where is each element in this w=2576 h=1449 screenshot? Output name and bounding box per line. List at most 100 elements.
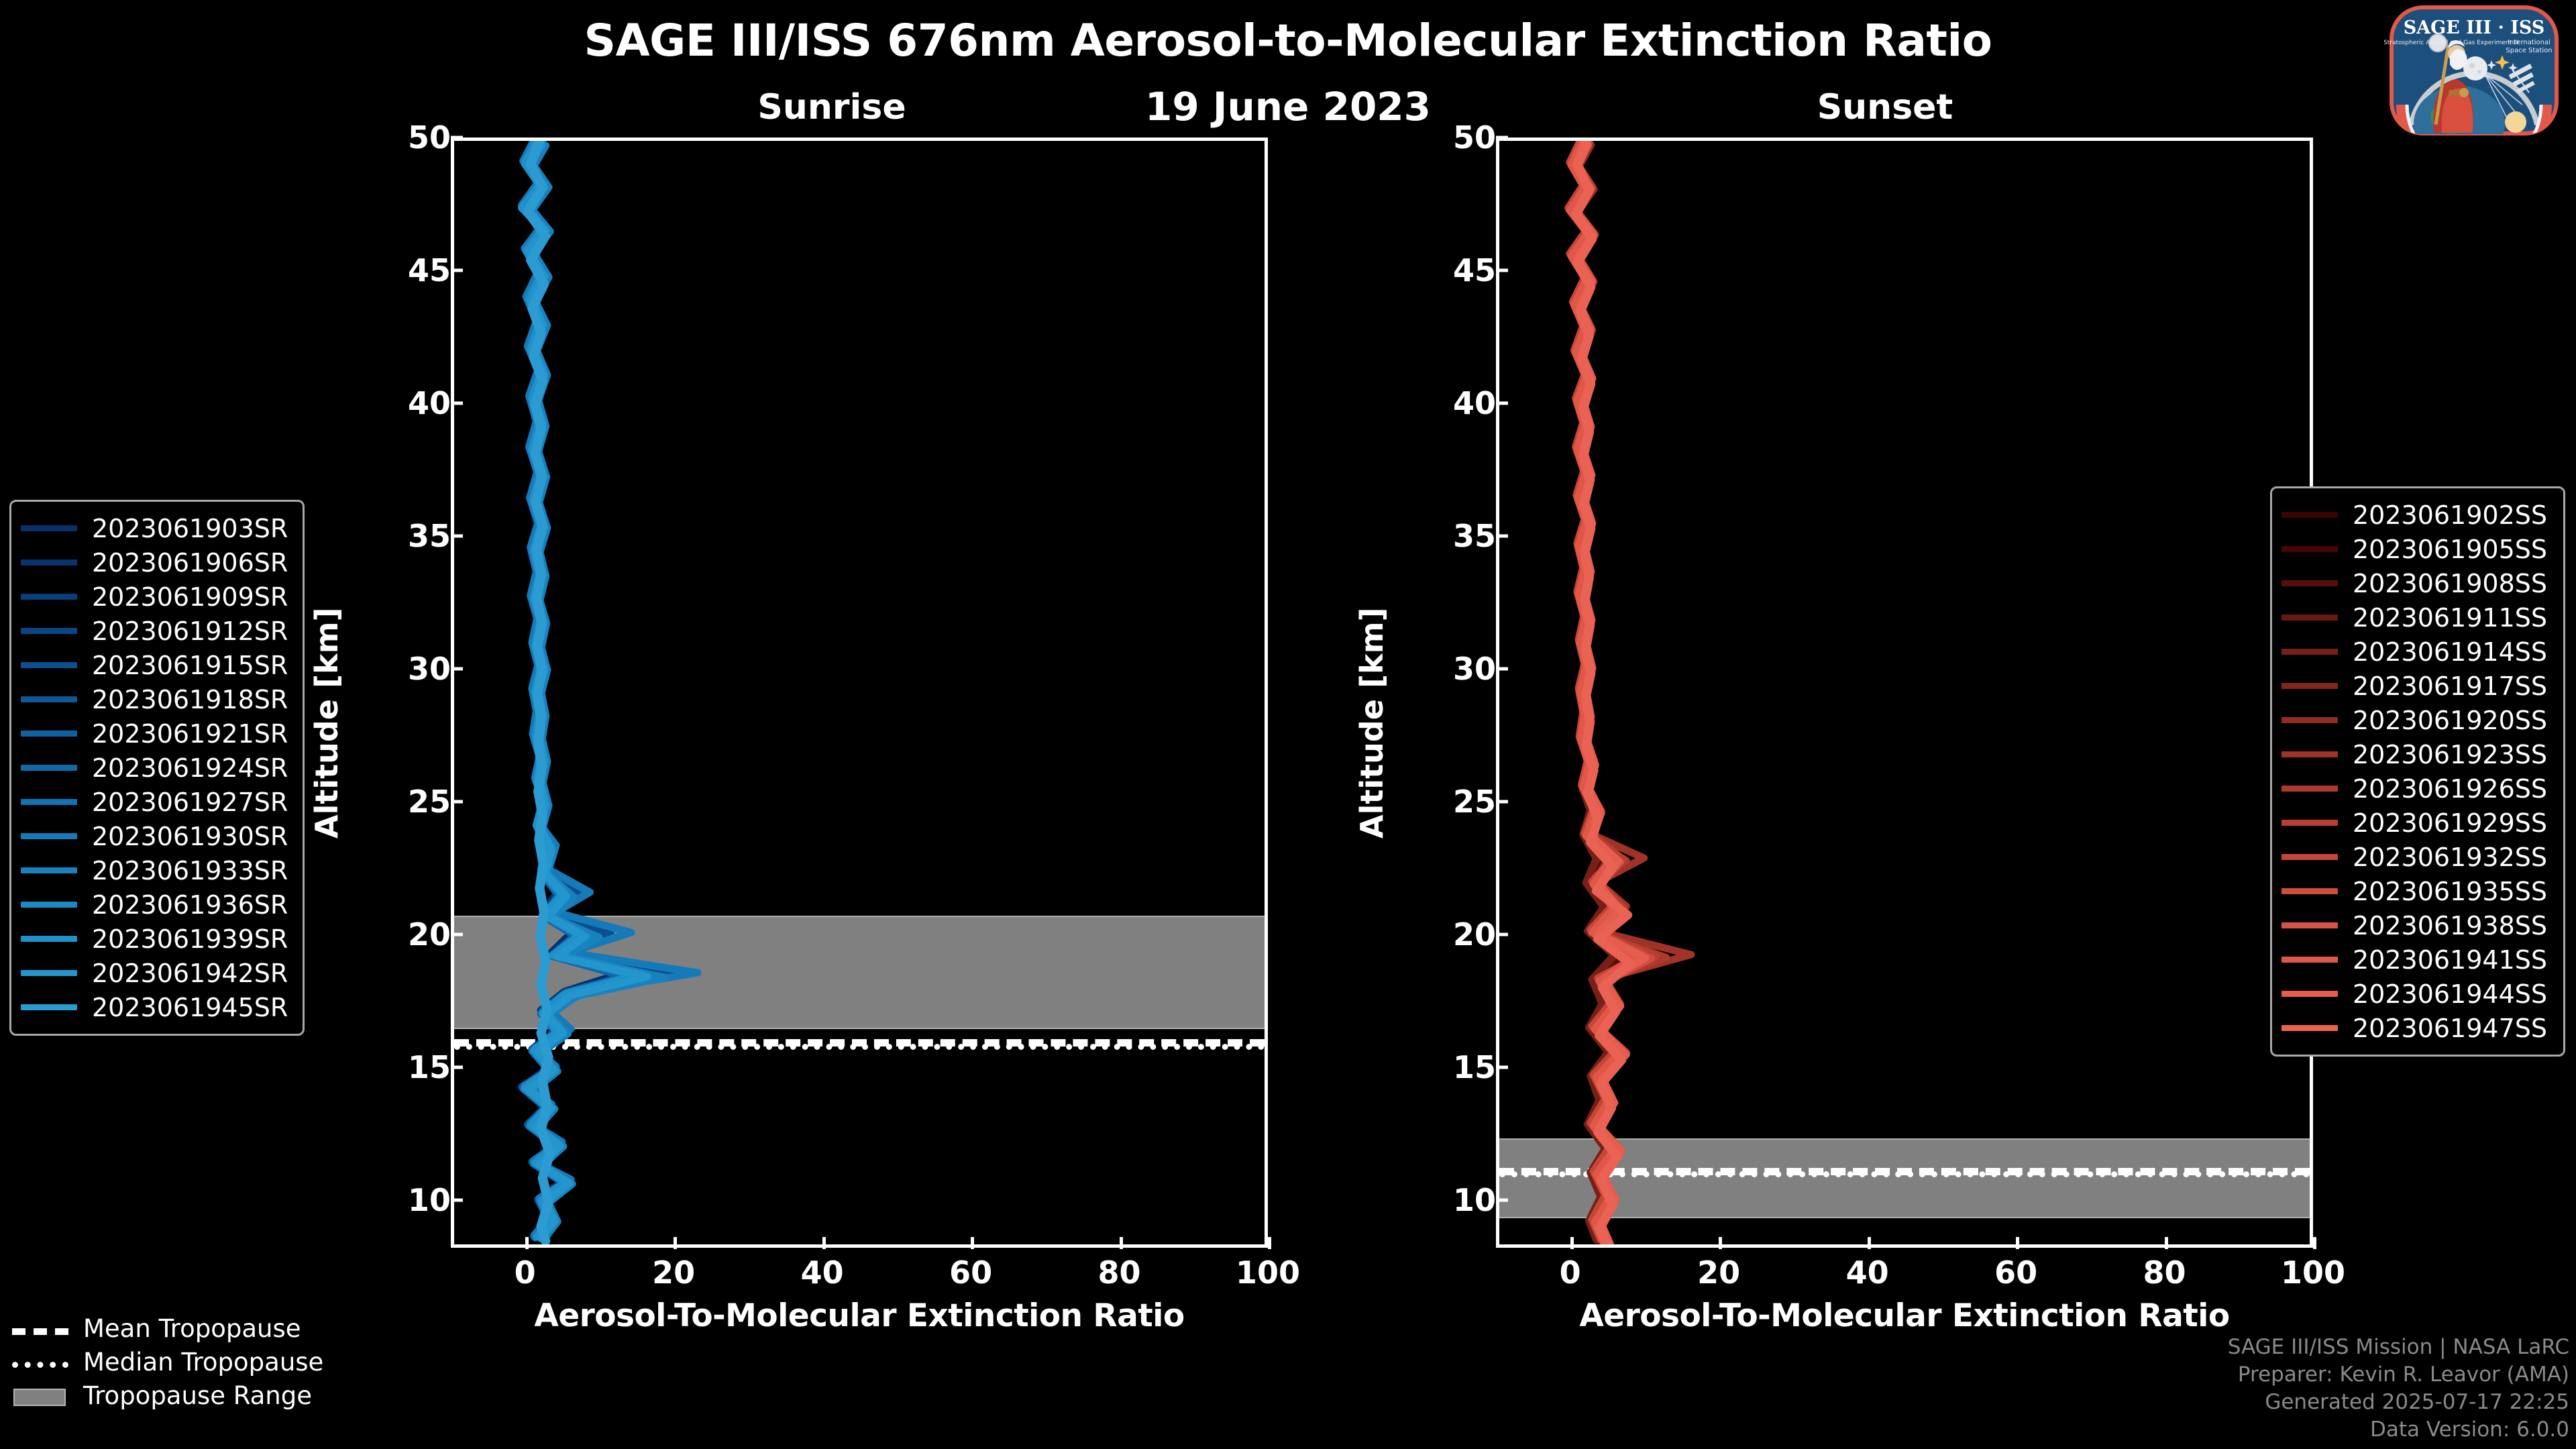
legend-color-swatch (2282, 546, 2338, 552)
legend-sunrise-item[interactable]: 2023061918SR (21, 682, 290, 716)
x-tick-label: 20 (1697, 1254, 1741, 1291)
y-axis-sunset: 50 45 40 35 30 25 20 15 10 (1374, 119, 1508, 1248)
x-tick-label: 40 (800, 1254, 844, 1291)
legend-sunrise-item[interactable]: 2023061936SR (21, 888, 290, 922)
y-tick-label: 10 (407, 1181, 451, 1218)
legend-item-label: 2023061942SR (92, 958, 288, 988)
legend-item-label: 2023061911SS (2353, 602, 2548, 633)
footer-line-mission: SAGE III/ISS Mission | NASA LaRC (2227, 1335, 2569, 1360)
legend-sunrise-item[interactable]: 2023061927SR (21, 785, 290, 819)
legend-color-swatch (21, 628, 77, 634)
legend-color-swatch (2282, 786, 2338, 792)
y-tick-label: 15 (407, 1049, 451, 1085)
x-tick-mark (2164, 1237, 2168, 1249)
median-tropopause-line-sunset (1499, 1171, 2310, 1178)
key-label-median: Median Tropopause (83, 1347, 324, 1377)
legend-sunrise-item[interactable]: 2023061945SR (21, 990, 290, 1024)
legend-sunset-item[interactable]: 2023061935SS (2282, 874, 2551, 908)
panel-title-sunset: Sunset (1817, 87, 1953, 127)
legend-sunset-item[interactable]: 2023061914SS (2282, 635, 2551, 669)
legend-sunset[interactable]: 2023061902SS 2023061905SS 2023061908SS 2023… (2270, 486, 2565, 1057)
y-tick-mark (1496, 800, 1508, 804)
y-tick-mark (451, 1198, 463, 1202)
y-tick-mark (451, 136, 463, 140)
x-tick-label: 20 (652, 1254, 696, 1291)
legend-item-label: 2023061917SS (2353, 671, 2548, 701)
y-tick-label: 50 (1452, 119, 1496, 156)
logo-iss-line1: International (2508, 39, 2551, 46)
y-tick-label: 35 (1452, 517, 1496, 554)
panel-title-sunrise: Sunrise (757, 87, 906, 127)
legend-item-label: 2023061923SS (2353, 739, 2548, 769)
legend-color-swatch (21, 559, 77, 566)
y-tick-label: 15 (1452, 1049, 1496, 1085)
y-tick-mark (1496, 932, 1508, 936)
legend-sunset-item[interactable]: 2023061941SS (2282, 943, 2551, 977)
legend-sunset-item[interactable]: 2023061926SS (2282, 771, 2551, 806)
legend-sunset-item[interactable]: 2023061920SS (2282, 703, 2551, 737)
y-tick-label: 40 (1452, 384, 1496, 421)
x-tick-mark (1119, 1237, 1123, 1249)
legend-item-label: 2023061945SR (92, 992, 288, 1022)
legend-sunset-item[interactable]: 2023061902SS (2282, 498, 2551, 532)
legend-color-swatch (21, 799, 77, 805)
legend-sunrise-item[interactable]: 2023061942SR (21, 956, 290, 990)
x-tick-mark (1719, 1237, 1723, 1249)
legend-sunset-item[interactable]: 2023061947SS (2282, 1011, 2551, 1045)
legend-item-label: 2023061915SR (92, 650, 288, 680)
y-tick-mark (1496, 268, 1508, 272)
legend-sunset-item[interactable]: 2023061911SS (2282, 600, 2551, 635)
legend-sunrise-item[interactable]: 2023061915SR (21, 648, 290, 682)
legend-sunrise-item[interactable]: 2023061906SR (21, 545, 290, 580)
y-tick-mark (1496, 1065, 1508, 1069)
legend-item-label: 2023061933SR (92, 855, 288, 885)
x-tick-mark (2016, 1237, 2020, 1249)
legend-sunset-item[interactable]: 2023061917SS (2282, 669, 2551, 703)
legend-color-swatch (21, 765, 77, 771)
legend-sunset-item[interactable]: 2023061938SS (2282, 908, 2551, 943)
legend-sunset-item[interactable]: 2023061932SS (2282, 840, 2551, 874)
logo-title-text: SAGE III · ISS (2404, 17, 2545, 38)
legend-sunrise-item[interactable]: 2023061939SR (21, 922, 290, 956)
legend-sunrise-item[interactable]: 2023061930SR (21, 819, 290, 853)
legend-sunset-item[interactable]: 2023061944SS (2282, 977, 2551, 1011)
legend-item-label: 2023061918SR (92, 684, 288, 714)
y-tick-mark (1496, 667, 1508, 671)
legend-sunrise-item[interactable]: 2023061924SR (21, 751, 290, 785)
legend-sunrise-item[interactable]: 2023061903SR (21, 511, 290, 545)
legend-sunrise-item[interactable]: 2023061933SR (21, 853, 290, 888)
legend-item-label: 2023061927SR (92, 787, 288, 817)
legend-sunrise-item[interactable]: 2023061909SR (21, 580, 290, 614)
legend-sunrise[interactable]: 2023061903SR 2023061906SR 2023061909SR 2023… (9, 500, 305, 1036)
legend-item-label: 2023061926SS (2353, 773, 2548, 804)
x-tick-mark (971, 1237, 975, 1249)
sunrise-profiles (517, 141, 702, 1244)
legend-item-label: 2023061912SR (92, 616, 288, 646)
legend-sunrise-item[interactable]: 2023061912SR (21, 614, 290, 648)
x-tick-mark (2313, 1237, 2316, 1249)
x-tick-mark (525, 1237, 529, 1249)
legend-color-swatch (2282, 717, 2338, 723)
y-tick-label: 35 (407, 517, 451, 554)
key-row-tropopause-range: Tropopause Range (12, 1379, 428, 1412)
legend-sunset-item[interactable]: 2023061908SS (2282, 566, 2551, 600)
x-tick-label: 0 (514, 1254, 536, 1291)
key-row-median-tropopause: Median Tropopause (12, 1345, 428, 1379)
legend-sunset-item[interactable]: 2023061923SS (2282, 737, 2551, 771)
legend-sunset-item[interactable]: 2023061905SS (2282, 532, 2551, 566)
y-tick-label: 45 (1452, 252, 1496, 288)
legend-color-swatch (2282, 854, 2338, 860)
legend-item-label: 2023061938SS (2353, 910, 2548, 941)
y-tick-mark (451, 800, 463, 804)
legend-sunset-item[interactable]: 2023061929SS (2282, 806, 2551, 840)
dotted-line-icon (12, 1354, 68, 1369)
legend-sunrise-item[interactable]: 2023061921SR (21, 716, 290, 751)
legend-item-label: 2023061935SS (2353, 876, 2548, 906)
x-tick-label: 80 (1097, 1254, 1141, 1291)
y-tick-mark (451, 268, 463, 272)
legend-color-swatch (2282, 888, 2338, 894)
legend-color-swatch (2282, 922, 2338, 928)
tropopause-range-band-sunset (1499, 1138, 2310, 1218)
legend-color-swatch (2282, 991, 2338, 997)
y-tick-label: 30 (1452, 650, 1496, 687)
